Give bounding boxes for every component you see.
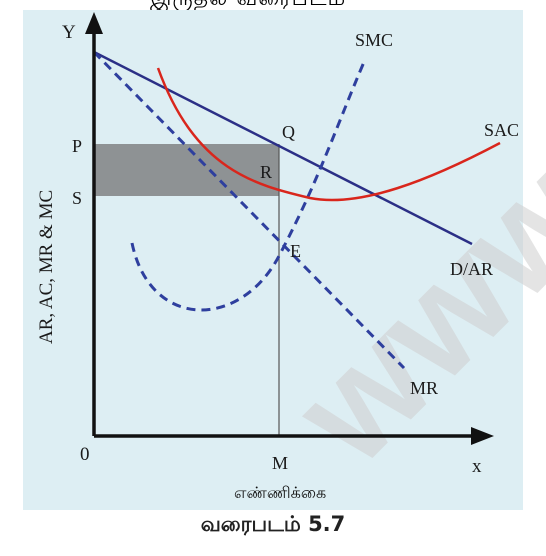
x-axis-letter: x <box>472 456 482 477</box>
point-p-label: P <box>72 136 82 156</box>
sac-curve <box>156 67 501 202</box>
smc-curve <box>130 61 366 312</box>
point-q-label: Q <box>282 122 295 142</box>
x-axis-title: எண்ணிக்கை <box>234 483 326 502</box>
diagram-panel <box>23 10 523 510</box>
mr-line <box>92 50 406 370</box>
point-r-label: R <box>260 162 272 182</box>
y-axis-letter: Y <box>62 22 76 43</box>
cropped-heading: இருதல் வரைபடம் <box>150 0 346 10</box>
top-cropped-text: இருதல் வரைபடம் <box>0 0 546 10</box>
figure-caption: வரைபடம் 5.7 <box>200 512 346 536</box>
origin-label: 0 <box>80 444 90 465</box>
sac-label: SAC <box>484 120 519 140</box>
x-axis-arrow-icon <box>471 427 494 445</box>
point-e-label: E <box>290 241 301 261</box>
point-m-label: M <box>272 453 288 473</box>
y-axis-title: AR, AC, MR & MC <box>36 190 57 344</box>
mr-label: MR <box>410 378 438 398</box>
watermark: www.P <box>261 32 546 495</box>
demand-ar-line <box>93 50 473 246</box>
dar-label: D/AR <box>450 259 493 279</box>
point-s-label: S <box>72 188 82 208</box>
smc-label: SMC <box>355 30 393 50</box>
y-axis-arrow-icon <box>85 12 103 34</box>
profit-rectangle <box>94 144 279 196</box>
